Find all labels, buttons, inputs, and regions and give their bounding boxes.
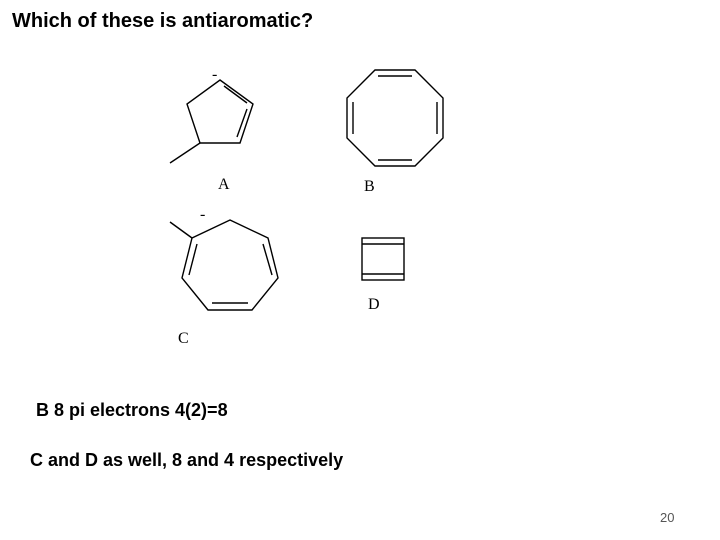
- structure-c: [170, 210, 300, 330]
- answer-line-1: B 8 pi electrons 4(2)=8: [36, 400, 228, 421]
- label-b: B: [364, 178, 375, 196]
- minus-c: -: [200, 206, 205, 224]
- label-c: C: [178, 330, 189, 348]
- minus-a: -: [212, 66, 217, 84]
- structure-a: [160, 70, 280, 180]
- label-d: D: [368, 296, 380, 314]
- page-number: 20: [660, 510, 674, 525]
- label-a: A: [218, 176, 230, 194]
- structure-d: [350, 230, 420, 300]
- structure-b: [330, 62, 460, 182]
- question-text: Which of these is antiaromatic?: [12, 10, 313, 33]
- answer-line-2: C and D as well, 8 and 4 respectively: [30, 450, 343, 471]
